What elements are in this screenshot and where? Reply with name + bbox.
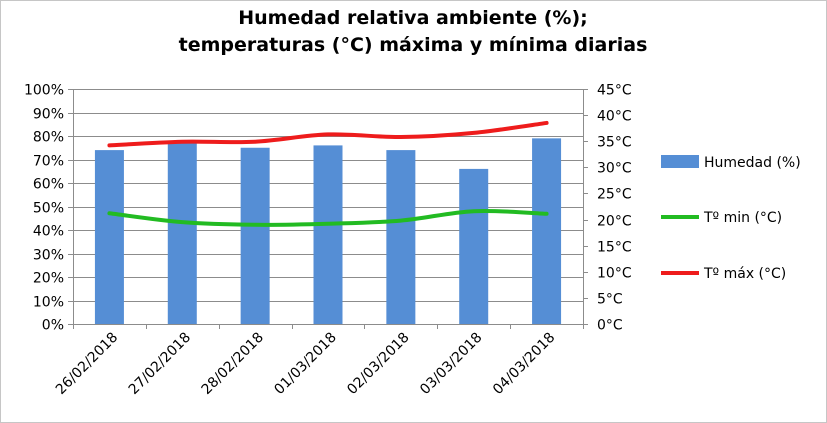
chart-subtitle: temperaturas (°C) máxima y mínima diaria… (179, 34, 648, 56)
right-tick-label: 5°C (597, 292, 623, 308)
right-tick-label: 0°C (597, 318, 623, 334)
left-tick-label: 60% (33, 177, 64, 193)
left-tick-label: 10% (33, 295, 64, 311)
humidity-bar (532, 138, 562, 324)
right-tick-label: 45°C (597, 83, 632, 99)
left-tick-label: 70% (33, 154, 64, 170)
chart-title: Humedad relativa ambiente (%); (238, 7, 588, 29)
right-axis-ticks: 0°C 5°C 10°C 15°C 20°C 25°C 30°C 35°C 40°C 45°C (597, 83, 632, 334)
x-tick-label: 03/03/2018 (417, 330, 485, 398)
left-tick-label: 90% (33, 107, 64, 123)
x-tick-label: 26/02/2018 (53, 330, 121, 398)
right-tick-label: 25°C (597, 187, 632, 203)
right-tick-label: 15°C (597, 240, 632, 256)
left-tick-label: 50% (33, 201, 64, 217)
left-tick-label: 80% (33, 130, 64, 146)
left-tick-label: 40% (33, 224, 64, 240)
tmax-line (107, 120, 549, 148)
legend-label-tmin: Tº min (°C) (703, 210, 782, 226)
left-axis-ticks: 0% 10% 20% 30% 40% 50% 60% 70% 80% 90% 100% (24, 83, 64, 334)
axes (68, 89, 588, 329)
humidity-bar (386, 150, 416, 324)
legend: Humedad (%) Tº min (°C) Tº máx (°C) (661, 155, 801, 282)
left-tick-label: 0% (42, 318, 64, 334)
right-tick-label: 40°C (597, 109, 632, 125)
x-tick-label: 28/02/2018 (199, 330, 267, 398)
x-tick-label: 02/03/2018 (344, 330, 412, 398)
right-tick-label: 30°C (597, 161, 632, 177)
right-tick-label: 35°C (597, 135, 632, 151)
left-tick-label: 30% (33, 248, 64, 264)
x-tick-label: 04/03/2018 (490, 330, 558, 398)
humidity-bar (240, 147, 270, 324)
left-tick-label: 100% (24, 83, 64, 99)
left-tick-label: 20% (33, 271, 64, 287)
humidity-bars (94, 138, 562, 324)
humidity-bar (313, 145, 343, 324)
humidity-bar (459, 168, 489, 324)
temperature-lines (107, 120, 549, 227)
humidity-bar (167, 143, 197, 324)
legend-label-humedad: Humedad (%) (704, 155, 801, 171)
right-tick-label: 20°C (597, 214, 632, 230)
tmin-line (107, 208, 549, 227)
right-tick-label: 10°C (597, 266, 632, 282)
humidity-bar (94, 150, 124, 324)
legend-label-tmax: Tº máx (°C) (703, 266, 786, 282)
legend-swatch-humedad (661, 155, 699, 168)
gridlines (73, 89, 583, 302)
x-tick-label: 01/03/2018 (271, 330, 339, 398)
x-axis-ticks: 26/02/2018 27/02/2018 28/02/2018 01/03/2018… (53, 330, 559, 398)
x-tick-label: 27/02/2018 (126, 330, 194, 398)
